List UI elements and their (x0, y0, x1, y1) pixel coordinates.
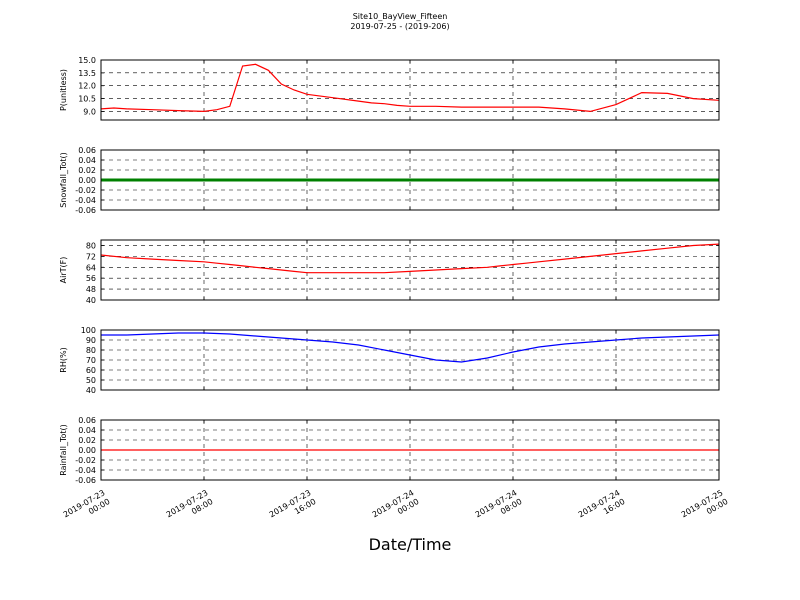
panel-2: -0.06-0.04-0.020.000.020.040.06 Snowfall_… (59, 146, 720, 215)
y-tick-label: 0.06 (78, 416, 96, 425)
y-tick-label: -0.06 (75, 206, 96, 215)
y-tick-label: -0.02 (75, 456, 96, 465)
y-tick-label: 15.0 (78, 56, 96, 65)
chart-title: Site10_BayView_Fifteen (353, 12, 448, 21)
panel-3: 40 48 56 64 72 80 AirT(F) (59, 239, 720, 305)
chart-panels: 9.010.512.013.515.0P(unitless)-0.06-0.04… (59, 56, 720, 485)
y-tick-label: 0.06 (78, 146, 96, 155)
y-axis-label: Snowfall_Tot() (59, 152, 68, 208)
panel-frame (100, 59, 720, 121)
series-line (101, 332, 720, 363)
y-tick-label: 40 (86, 386, 96, 395)
y-axis-label: RH(%) (59, 347, 68, 372)
y-tick-label: 12.0 (78, 82, 96, 91)
y-tick-label: 9.0 (83, 107, 96, 116)
y-axis-label: Rainfall_Tot() (59, 424, 68, 476)
y-tick-label: 10.5 (78, 95, 96, 104)
y-tick-label: 0.00 (78, 176, 96, 185)
chart-subtitle: 2019-07-25 - (2019-206) (350, 22, 449, 31)
x-axis-label: Date/Time (369, 535, 452, 554)
panel-1: 9.0 10.5 12.0 13.5 15.0 P(unitless) (59, 56, 720, 121)
y-tick-label: 0.02 (78, 166, 96, 175)
y-tick-label: 40 (86, 296, 96, 305)
y-tick-label: -0.06 (75, 476, 96, 485)
y-tick-label: -0.02 (75, 186, 96, 195)
y-tick-label: 80 (86, 241, 96, 250)
y-axis-label: P(unitless) (59, 69, 68, 111)
y-tick-label: 70 (86, 356, 96, 365)
panel-frame (100, 239, 720, 301)
panel-frame (100, 419, 720, 481)
y-tick-label: 72 (86, 252, 96, 261)
panel-frame (100, 329, 720, 391)
y-tick-label: 50 (86, 376, 96, 385)
y-tick-label: -0.04 (75, 466, 96, 475)
y-tick-label: 60 (86, 366, 96, 375)
panel-frame (100, 149, 720, 211)
series-line (100, 63, 720, 113)
y-tick-label: 80 (86, 346, 96, 355)
y-tick-label: -0.04 (75, 196, 96, 205)
y-tick-label: 48 (86, 285, 96, 294)
y-tick-label: 0.02 (78, 436, 96, 445)
y-tick-label: 90 (86, 336, 96, 345)
panel-5: -0.06-0.04-0.020.000.020.040.06 Rainfall_… (59, 416, 720, 485)
y-tick-label: 0.04 (78, 156, 96, 165)
y-axis-label: AirT(F) (59, 257, 68, 284)
y-tick-label: 0.04 (78, 426, 96, 435)
y-tick-label: 56 (86, 274, 96, 283)
y-tick-label: 64 (86, 263, 96, 272)
y-tick-label: 0.00 (78, 446, 96, 455)
series-line (100, 243, 720, 274)
y-tick-label: 13.5 (78, 69, 96, 78)
y-tick-label: 100 (81, 326, 96, 335)
